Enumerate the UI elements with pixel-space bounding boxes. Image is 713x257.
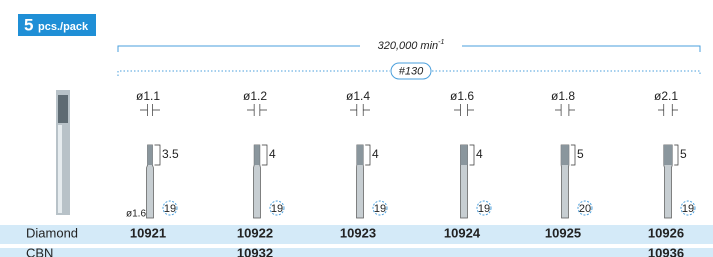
length-bracket [571, 145, 575, 165]
product-photo-shine [58, 125, 62, 213]
product-code: 10921 [130, 225, 166, 240]
total-length: 19 [164, 203, 176, 215]
length-bracket [262, 145, 267, 165]
badge-count: 5 [24, 15, 33, 34]
total-length: 19 [682, 203, 694, 215]
product-code: 10923 [340, 225, 376, 240]
dimension-mark [555, 104, 575, 116]
badge-unit: pcs./pack [38, 21, 89, 33]
product-code: 10932 [237, 245, 273, 257]
row-label: Diamond [26, 225, 78, 240]
row-bg [0, 248, 713, 257]
bur-head [561, 145, 569, 165]
length-bracket [155, 145, 161, 165]
length: 5 [577, 147, 584, 161]
product-code: 10925 [545, 225, 581, 240]
speed-superscript: -1 [438, 39, 444, 46]
dimension-mark [140, 104, 160, 116]
length-bracket [365, 145, 370, 165]
product-code: 10936 [648, 245, 684, 257]
length: 4 [372, 147, 379, 161]
speed-value: 320,000 min [378, 40, 439, 52]
shank-diameter: ø1.6 [126, 209, 146, 220]
product-code: 10924 [444, 225, 481, 240]
product-code: 10926 [648, 225, 684, 240]
shank-code: #130 [399, 65, 424, 77]
total-length: 20 [579, 203, 591, 215]
dimension-mark [350, 104, 370, 116]
product-photo-head [58, 95, 68, 123]
length-bracket [470, 145, 474, 165]
total-length: 19 [478, 203, 490, 215]
bur-head [357, 145, 363, 165]
length: 4 [269, 147, 276, 161]
product-code: 10922 [237, 225, 273, 240]
dimension-mark [658, 104, 678, 116]
length: 3.5 [162, 147, 179, 161]
diameter: ø1.1 [136, 89, 160, 103]
catalog-page: 5 pcs./pack 320,000 min-1 #130 ø1.6 ø1.1… [0, 0, 713, 257]
diameter: ø2.1 [654, 89, 678, 103]
diameter: ø1.8 [551, 89, 575, 103]
diameter: ø1.6 [450, 89, 474, 103]
total-length: 19 [374, 203, 386, 215]
diameter: ø1.4 [346, 89, 370, 103]
bur-head [460, 145, 467, 165]
diameter: ø1.2 [243, 89, 267, 103]
length: 4 [476, 147, 483, 161]
bur-head [254, 145, 260, 165]
length-bracket [674, 145, 678, 165]
speed-label: 320,000 min-1 [378, 39, 445, 52]
dimension-mark [247, 104, 267, 116]
row-label: CBN [26, 245, 53, 257]
bur-head [148, 145, 153, 165]
bur-head [664, 145, 673, 165]
dimension-mark [454, 104, 474, 116]
length: 5 [680, 147, 687, 161]
total-length: 19 [271, 203, 283, 215]
